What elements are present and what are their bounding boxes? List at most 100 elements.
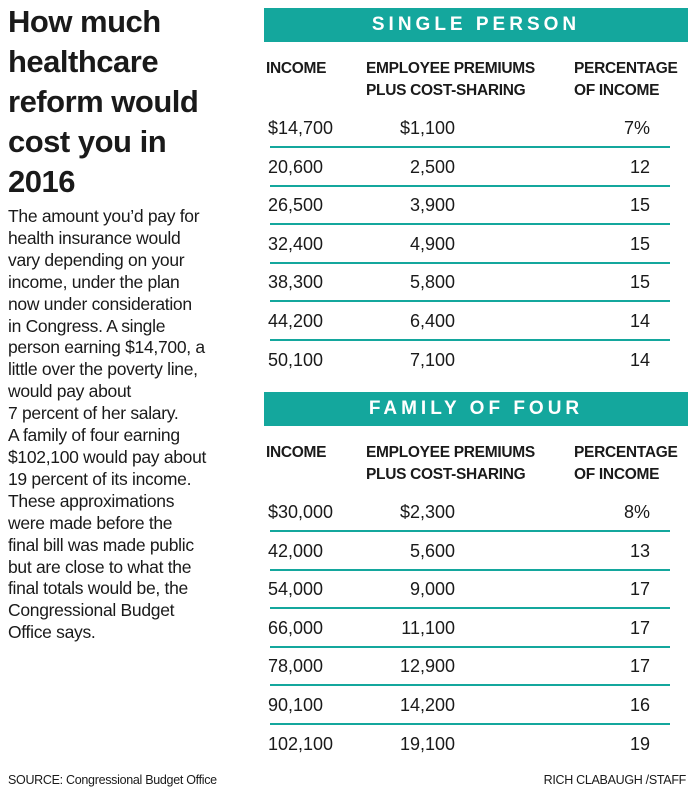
income-cell: 32,400 xyxy=(268,233,324,254)
intro-line: Office says. xyxy=(8,622,96,643)
column-header-line: PERCENTAGE xyxy=(574,60,678,77)
percentage-cell: 15 xyxy=(629,272,650,293)
income-cell: 50,100 xyxy=(268,349,324,370)
percentage-cell: 8% xyxy=(623,502,650,522)
table-row: $30,000 $2,300 8% xyxy=(264,494,688,532)
intro-line: health insurance would xyxy=(8,227,181,248)
premium-cell: 3,900 xyxy=(409,195,455,216)
table-row: 44,200 6,400 14 xyxy=(264,303,688,341)
income-cell: $30,000 xyxy=(268,502,334,522)
income-cell: 78,000 xyxy=(268,656,324,677)
headline-line: reform would xyxy=(8,84,199,119)
intro-line: income, under the plan xyxy=(8,271,180,292)
percentage-cell: 17 xyxy=(629,656,650,677)
column-header-line: PLUS COST-SHARING xyxy=(366,466,526,483)
table-row: 42,000 5,600 13 xyxy=(264,533,688,571)
headline-line: 2016 xyxy=(8,164,75,199)
headline: How much healthcare reform would cost you i… xyxy=(8,2,258,202)
column-header-line: INCOME xyxy=(266,60,327,77)
percentage-cell: 17 xyxy=(629,579,650,600)
income-cell: 90,100 xyxy=(268,695,324,715)
intro-line: person earning $14,700, a xyxy=(8,337,205,358)
row-divider xyxy=(270,568,670,571)
intro-line: 7 percent of her salary. xyxy=(8,403,179,424)
premium-cell: 5,800 xyxy=(409,272,455,293)
column-header: EMPLOYEE PREMIUMS PLUS COST-SHARING xyxy=(366,58,535,102)
table-row: 66,000 11,100 17 xyxy=(264,610,688,648)
column-header-line: OF INCOME xyxy=(574,466,660,483)
table-row: 78,000 12,900 17 xyxy=(264,648,688,686)
income-cell: 42,000 xyxy=(268,540,324,561)
premium-cell: 6,400 xyxy=(409,311,455,331)
premium-cell: 14,200 xyxy=(399,695,455,715)
table-row: 102,100 19,100 19 xyxy=(264,726,688,764)
row-divider xyxy=(270,184,670,187)
intro-line: in Congress. A single xyxy=(8,315,166,336)
table-row: 90,100 14,200 16 xyxy=(264,687,688,725)
income-cell: 26,500 xyxy=(268,195,324,216)
table-row: 54,000 9,000 17 xyxy=(264,571,688,609)
intro-line: Congressional Budget xyxy=(8,600,175,621)
percentage-cell: 14 xyxy=(629,349,650,370)
row-divider xyxy=(270,300,670,303)
intro-text: The amount you’d pay for health insurance… xyxy=(8,206,268,644)
income-cell: 20,600 xyxy=(268,156,324,177)
table-row: 20,600 2,500 12 xyxy=(264,149,688,187)
intro-line: but are close to what the xyxy=(8,556,192,577)
percentage-cell: 14 xyxy=(629,311,650,331)
percentage-cell: 7% xyxy=(623,118,650,138)
table-row: 38,300 5,800 15 xyxy=(264,264,688,302)
column-header-line: OF INCOME xyxy=(574,82,660,99)
premium-cell: 7,100 xyxy=(409,349,455,370)
credit: RICH CLABAUGH /STAFF xyxy=(543,773,687,787)
table-title-bar: FAMILY OF FOUR xyxy=(264,392,688,426)
row-divider xyxy=(270,339,670,341)
intro-line: vary depending on your xyxy=(8,249,185,270)
column-header: EMPLOYEE PREMIUMS PLUS COST-SHARING xyxy=(366,442,535,486)
row-divider xyxy=(270,146,670,148)
row-divider xyxy=(270,723,670,725)
row-divider xyxy=(270,684,670,687)
intro-line: A family of four earning xyxy=(8,425,180,446)
column-header: INCOME xyxy=(266,442,327,464)
premium-cell: $2,300 xyxy=(399,502,455,522)
percentage-cell: 19 xyxy=(629,733,650,754)
percentage-cell: 16 xyxy=(629,695,650,715)
column-header-line: INCOME xyxy=(266,444,327,461)
premium-cell: 12,900 xyxy=(399,656,455,677)
column-header-line: EMPLOYEE PREMIUMS xyxy=(366,60,535,77)
income-cell: 44,200 xyxy=(268,311,324,331)
premium-cell: 5,600 xyxy=(409,540,455,561)
row-divider xyxy=(270,261,670,264)
income-cell: 54,000 xyxy=(268,579,324,600)
headline-line: cost you in xyxy=(8,124,167,159)
table-title-bar: SINGLE PERSON xyxy=(264,8,688,42)
percentage-cell: 12 xyxy=(629,156,650,177)
intro-line: $102,100 would pay about xyxy=(8,446,207,467)
intro-line: These approximations xyxy=(8,490,175,511)
table-row: 32,400 4,900 15 xyxy=(264,226,688,264)
row-divider xyxy=(270,530,670,532)
row-divider xyxy=(270,607,670,610)
intro-line: final bill was made public xyxy=(8,534,194,555)
headline-line: How much xyxy=(8,4,161,39)
intro-line: final totals would be, the xyxy=(8,578,188,599)
income-cell: 102,100 xyxy=(268,733,334,754)
percentage-cell: 13 xyxy=(629,540,650,561)
premium-cell: 11,100 xyxy=(401,617,455,638)
premium-cell: 9,000 xyxy=(409,579,455,600)
source-note: SOURCE: Congressional Budget Office xyxy=(8,773,217,787)
intro-line: were made before the xyxy=(8,512,173,533)
income-cell: 38,300 xyxy=(268,272,324,293)
percentage-cell: 15 xyxy=(629,233,650,254)
table-row: $14,700 $1,100 7% xyxy=(264,110,688,148)
row-divider xyxy=(270,223,670,226)
premium-cell: 19,100 xyxy=(399,733,455,754)
intro-line: would pay about xyxy=(8,381,131,402)
percentage-cell: 15 xyxy=(629,195,650,216)
table-row: 26,500 3,900 15 xyxy=(264,187,688,225)
column-header: PERCENTAGE OF INCOME xyxy=(574,442,678,486)
column-header: PERCENTAGE OF INCOME xyxy=(574,58,678,102)
intro-line: little over the poverty line, xyxy=(8,359,198,380)
headline-line: healthcare xyxy=(8,44,159,79)
